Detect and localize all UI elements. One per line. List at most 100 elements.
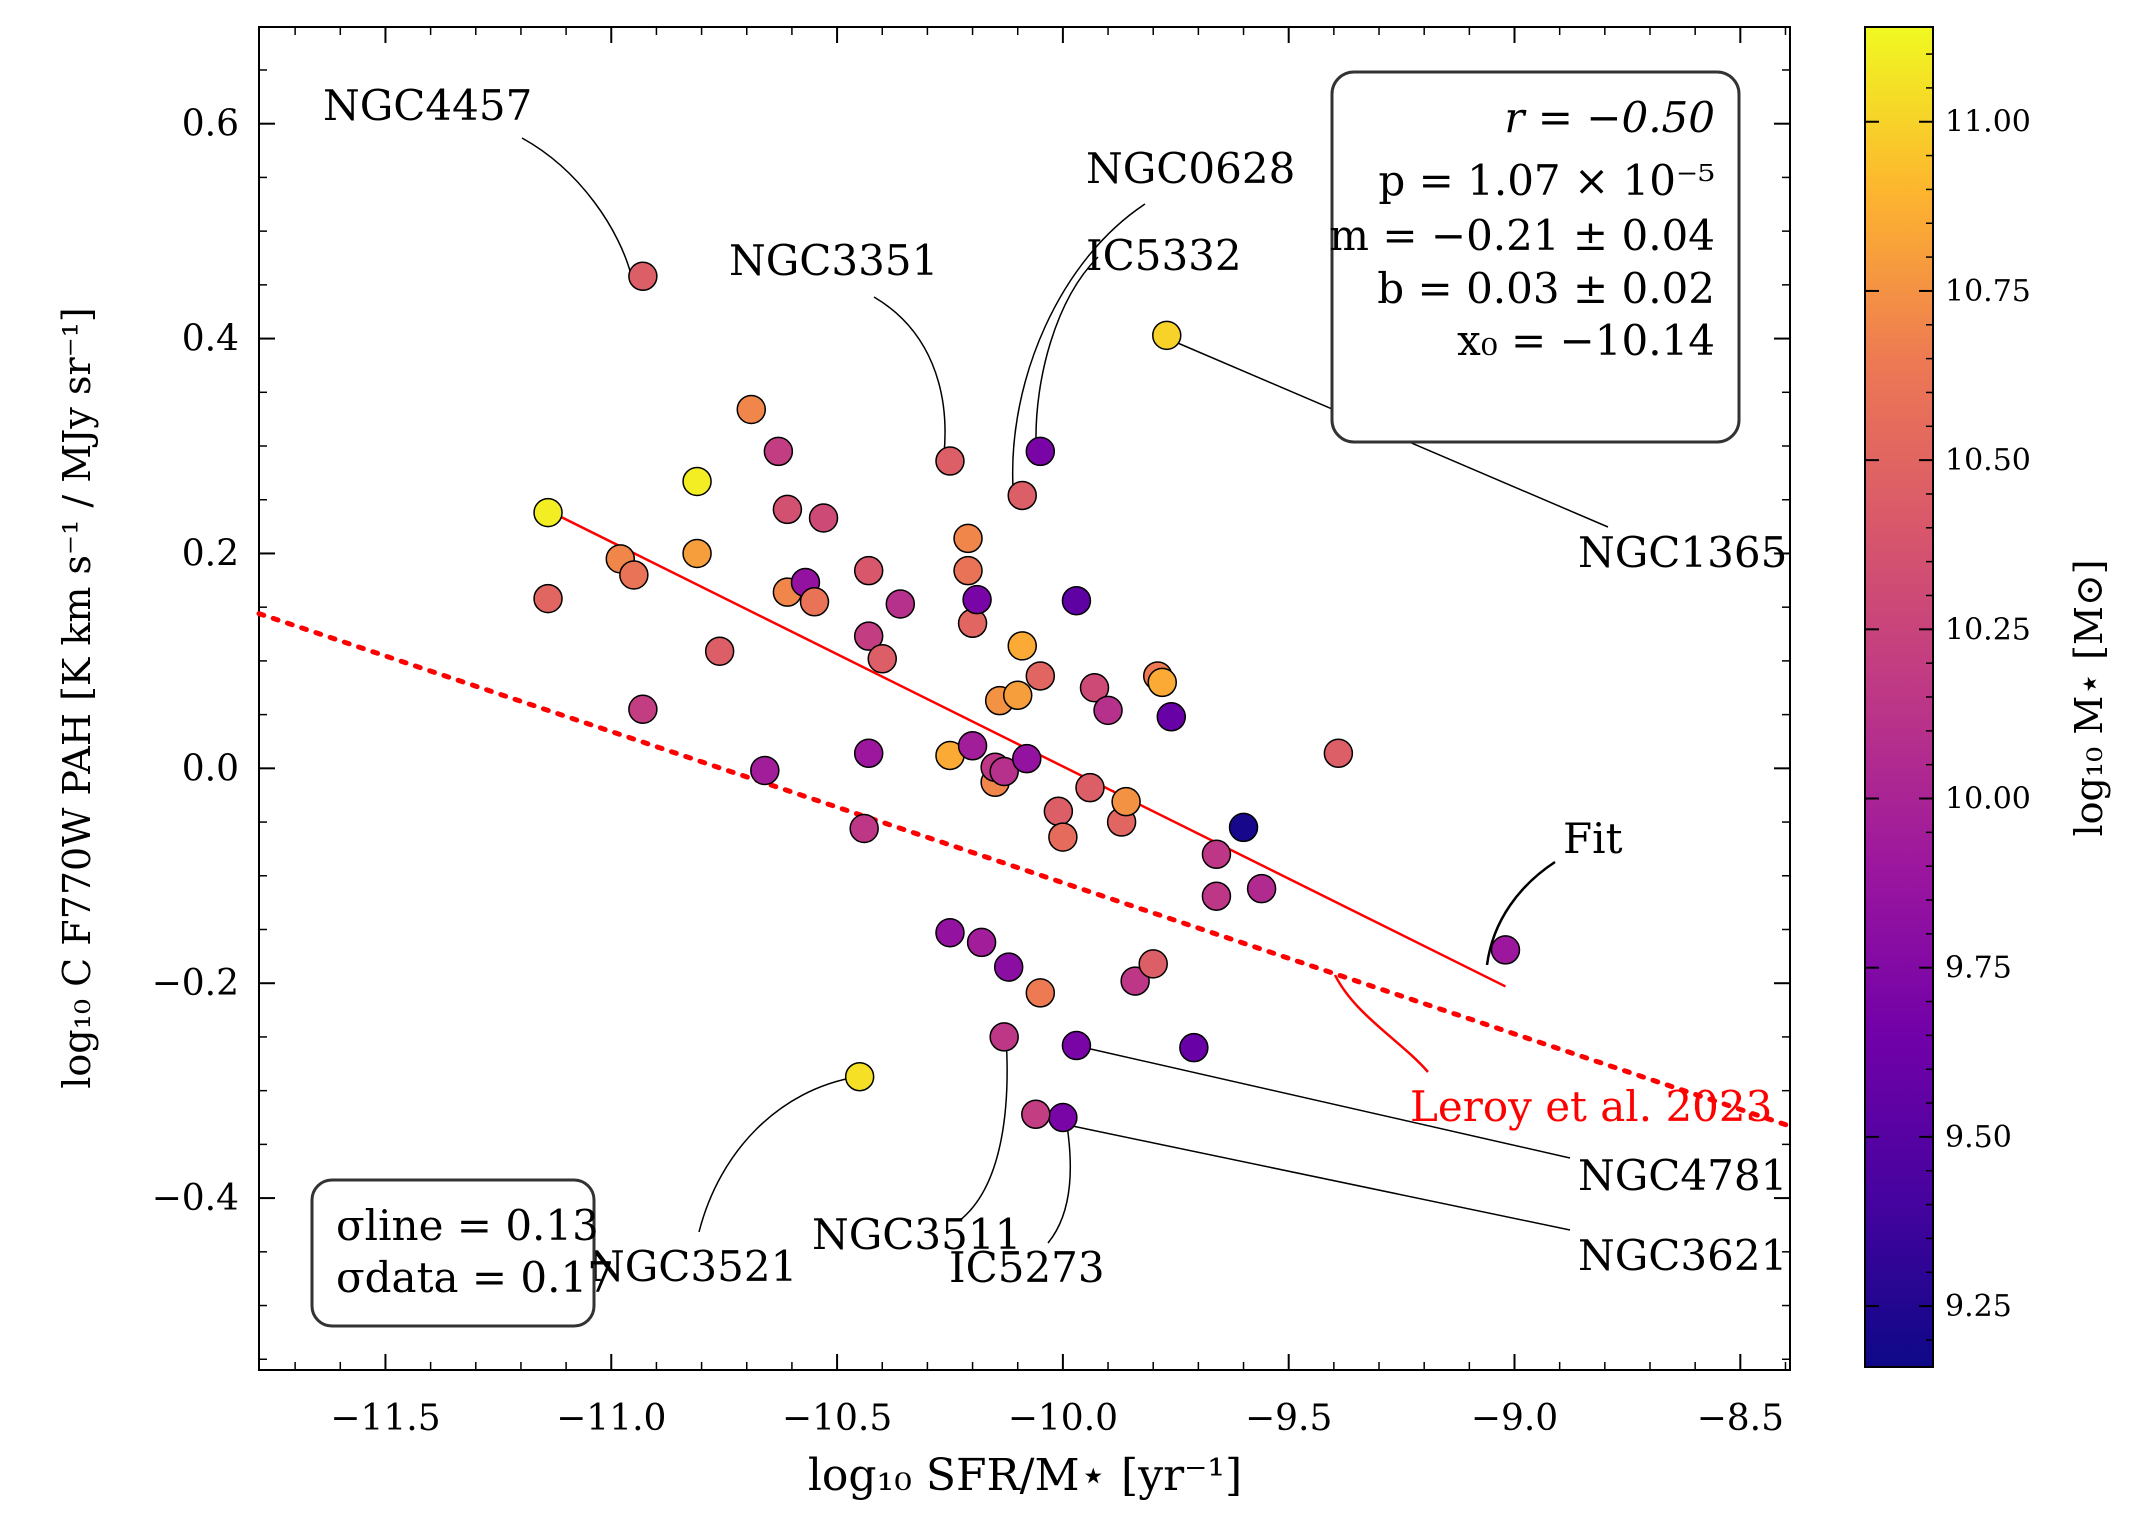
x-tick-label: −11.0 <box>556 1398 666 1439</box>
leroy-2023-reference-line <box>256 611 1793 1129</box>
stats-box: r = −0.50 p = 1.07 × 10⁻⁵ m = −0.21 ± 0.… <box>1329 70 1741 444</box>
scatter-point <box>962 584 992 615</box>
label-ngc3621: NGC3621 <box>1578 1231 1787 1280</box>
galaxy-labels: NGC4457 NGC3351 IC5332 NGC0628 NGC1365 N… <box>323 81 1787 1292</box>
colorbar-ticks: 9.25 9.50 9.75 10.00 10.25 10.50 10.75 11.00 <box>1865 53 2031 1341</box>
label-ngc1365: NGC1365 <box>1578 528 1787 577</box>
connector-ic5273 <box>1047 1124 1072 1244</box>
y-tick-label: −0.4 <box>152 1178 239 1219</box>
sigma-box: σline = 0.13 σdata = 0.17 <box>310 1178 614 1328</box>
scatter-point <box>935 446 965 476</box>
scatter-point <box>799 587 830 617</box>
y-tick-label: 0.0 <box>182 748 239 789</box>
scatter-point <box>885 589 916 619</box>
scatter-point <box>849 813 879 844</box>
scatter-point <box>704 636 735 666</box>
scatter-point <box>993 952 1024 982</box>
scatter-point <box>853 555 884 586</box>
scatter-point <box>989 1022 1019 1052</box>
plot-frame <box>258 26 1791 1371</box>
colorbar-gradient <box>1864 26 1934 1368</box>
scatter-point <box>1007 631 1037 661</box>
connector-ic5332 <box>1035 256 1099 443</box>
scatter-point <box>1007 480 1037 511</box>
colorbar-tick-label: 10.50 <box>1945 443 2031 478</box>
stat-x0: x₀ = −10.14 <box>1457 316 1715 365</box>
scatter-point <box>628 261 658 292</box>
colorbar-tick-label: 10.00 <box>1945 782 2031 817</box>
x-axis-title: log₁₀ SFR/M⋆ [yr⁻¹] <box>808 1450 1242 1501</box>
scatter-points <box>533 261 1521 1133</box>
label-ic5273: IC5273 <box>949 1243 1105 1292</box>
scatter-point <box>736 394 767 425</box>
y-tick-label: 0.4 <box>182 319 239 360</box>
scatter-point <box>1111 786 1141 817</box>
scatter-point <box>1152 320 1182 351</box>
label-ngc4457: NGC4457 <box>323 81 532 130</box>
sigma-data: σdata = 0.17 <box>336 1253 614 1302</box>
stat-m: m = −0.21 ± 0.04 <box>1329 211 1715 260</box>
x-tick-label: −10.5 <box>782 1398 892 1439</box>
stat-r: r = −0.50 <box>1504 93 1715 142</box>
label-fit: Fit <box>1563 814 1623 863</box>
scatter-point <box>533 497 563 528</box>
scatter-point <box>844 1061 875 1092</box>
connector-leroy <box>1333 974 1429 1073</box>
annotation-connectors <box>521 137 1609 1244</box>
scatter-point <box>1228 812 1259 843</box>
colorbar-tick-label: 11.00 <box>1945 105 2031 140</box>
scatter-point <box>1179 1032 1209 1063</box>
scatter-point <box>966 927 997 958</box>
colorbar-tick-label: 9.75 <box>1945 951 2012 986</box>
scatter-point <box>628 694 658 724</box>
scatter-point <box>1201 839 1232 870</box>
label-leroy-2023: Leroy et al. 2023 <box>1410 1082 1772 1131</box>
connector-ngc3521 <box>698 1076 857 1233</box>
scatter-point <box>1021 1099 1051 1130</box>
x-tick-label: −10.0 <box>1008 1398 1118 1439</box>
scatter-point <box>853 621 884 651</box>
scatter-point <box>1048 1102 1078 1133</box>
scatter-point <box>1147 667 1177 698</box>
colorbar-tick-label: 10.75 <box>1945 274 2031 309</box>
scatter-point <box>682 466 712 497</box>
colorbar-tick-label: 9.25 <box>1945 1289 2012 1324</box>
connector-ngc4781 <box>1072 1044 1571 1159</box>
scatter-point <box>1061 585 1092 616</box>
connector-ngc3621 <box>1057 1122 1571 1231</box>
scatter-point <box>682 538 712 569</box>
scatter-point <box>808 503 839 533</box>
label-ngc4781: NGC4781 <box>1578 1151 1787 1200</box>
y-tick-label: −0.2 <box>152 963 239 1004</box>
y-tick-label: 0.6 <box>182 104 239 145</box>
x-tick-label: −8.5 <box>1697 1398 1784 1439</box>
colorbar-tick-label: 9.50 <box>1945 1120 2012 1155</box>
scatter-point <box>533 583 563 614</box>
label-ic5332: IC5332 <box>1086 231 1242 280</box>
scatter-point <box>1120 966 1150 996</box>
x-tick-label: −9.0 <box>1471 1398 1558 1439</box>
scatter-point <box>772 494 803 525</box>
scatter-point <box>763 436 794 467</box>
label-ngc3511: NGC3511 <box>812 1210 1021 1259</box>
scatter-point <box>1093 695 1123 726</box>
colorbar-title: log₁₀ M⋆ [M⊙] <box>2067 559 2111 836</box>
axis-tick-labels: −11.5 −11.0 −10.5 −10.0 −9.5 −9.0 −8.5 0.6 0.4 0.… <box>152 104 1784 1439</box>
scatter-point <box>1048 822 1078 852</box>
scatter-point <box>1079 673 1110 703</box>
scatter-point <box>989 756 1019 787</box>
y-tick-label: 0.2 <box>182 533 239 574</box>
scatter-point <box>1246 873 1277 904</box>
scatter-point <box>935 917 965 948</box>
scatter-point <box>1012 743 1042 774</box>
scatter-point <box>1025 978 1056 1008</box>
scatter-point <box>1025 436 1056 467</box>
connector-ngc4457 <box>521 137 633 279</box>
label-ngc0628: NGC0628 <box>1086 144 1295 193</box>
sigma-line: σline = 0.13 <box>336 1201 599 1250</box>
scatter-point <box>1156 702 1187 732</box>
scatter-point <box>1025 661 1056 691</box>
colorbar: 9.25 9.50 9.75 10.00 10.25 10.50 10.75 11.00 lo… <box>1864 26 2111 1368</box>
scatter-point <box>953 523 983 554</box>
